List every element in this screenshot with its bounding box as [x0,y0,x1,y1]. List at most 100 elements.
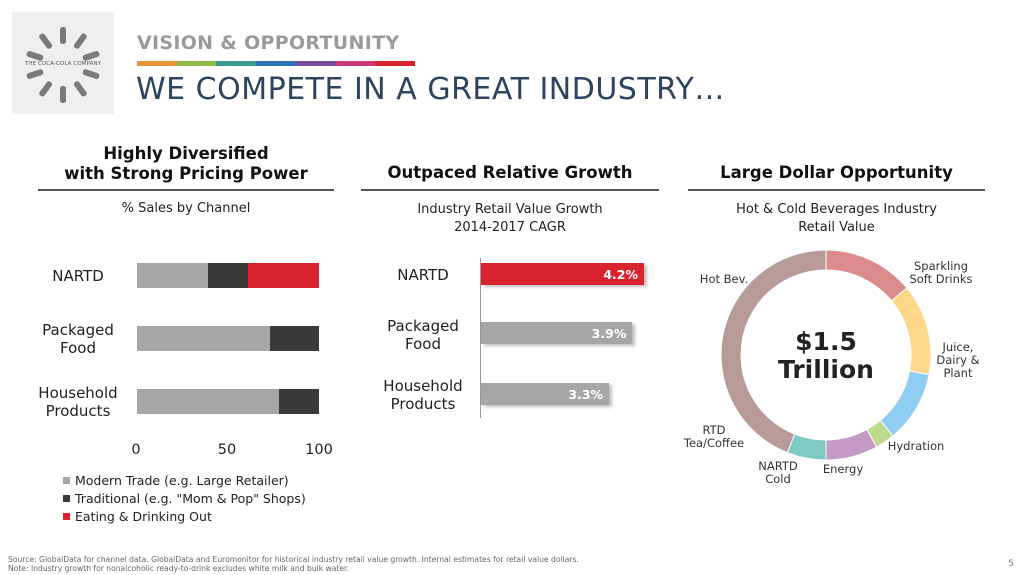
chart-subtitle-line: Retail Value [798,220,875,235]
category-label: Household Products [20,384,136,420]
stripe-segment [375,61,416,66]
donut-slice-label-line: Sparkling [913,259,968,273]
stripe-segment [216,61,257,66]
legend-swatch [63,513,70,520]
donut-slice-label-line: NARTD [758,459,798,473]
donut-slice-label-line: RTD [702,423,726,437]
donut-slice-label-line: Soft Drinks [909,272,973,286]
bottle-shape [26,69,44,79]
bottle-shape [82,69,100,79]
category-label: Packaged Food [20,321,136,357]
section-eyebrow: VISION & OPPORTUNITY [137,32,400,54]
donut-slice-label: Juice, Dairy & Plant [930,341,986,380]
y-axis-line [480,258,481,418]
chart-subtitle: Hot & Cold Beverages Industry Retail Val… [688,201,985,237]
donut-slice-label-line: Hot Bev. [699,272,749,286]
category-label: Household Products [366,377,480,413]
stacked-bar-segment [137,389,279,414]
donut-slice [720,249,827,454]
section-title-line: Large Dollar Opportunity [720,163,953,182]
donut-slice-label-line: Cold [765,472,791,486]
growth-value-label: 3.9% [591,326,627,341]
category-label-line: NARTD [52,267,104,285]
chart-subtitle-line: Industry Retail Value Growth [417,202,603,217]
category-label: NARTD [366,266,480,284]
bottle-shape [73,81,87,97]
legend-label: Modern Trade (e.g. Large Retailer) [75,473,289,488]
bottle-shape [60,86,66,103]
category-label-line: Food [60,339,96,357]
x-tick-label: 100 [305,442,333,458]
growth-value-label: 3.3% [568,387,604,402]
chart-subtitle: % Sales by Channel [121,201,251,216]
category-label-line: Packaged [42,321,114,339]
bottle-shape [39,33,53,49]
chart-subtitle: Industry Retail Value Growth 2014-2017 C… [361,201,659,237]
section-rule [361,189,659,191]
category-label: NARTD [20,267,136,285]
section-title-line: Outpaced Relative Growth [387,163,633,182]
growth-bar [481,322,633,344]
stripe-segment [256,61,296,66]
legend-item: Traditional (e.g. "Mom & Pop" Shops) [63,491,306,506]
section-rule [688,189,985,191]
growth-bar [481,383,610,405]
legend-item: Eating & Drinking Out [63,509,212,524]
growth-bar [481,263,644,285]
x-tick-label: 0 [131,442,141,458]
section-title-line: Highly Diversified [103,144,269,163]
section-title-diversified: Highly Diversified with Strong Pricing P… [38,144,334,184]
footer-source: Source: GlobalData for channel data. Glo… [8,555,579,564]
stripe-segment [335,61,376,66]
category-label-line: NARTD [397,266,449,284]
chart-subtitle-line: Hot & Cold Beverages Industry [736,202,937,217]
stacked-bar-segment [137,263,208,288]
stacked-bar-segment [278,389,319,414]
page-number: 5 [1008,559,1014,569]
stripe-segment [176,61,217,66]
stacked-bar-segment [137,326,270,351]
donut-center-line: $1.5 [795,327,857,356]
bottle-shape [73,33,87,49]
donut-center-line: Trillion [778,355,874,384]
donut-slice-label-line: Dairy & [936,353,980,367]
page-title: WE COMPETE IN A GREAT INDUSTRY… [136,72,725,107]
legend-label: Traditional (e.g. "Mom & Pop" Shops) [75,491,306,506]
donut-slice-label: Hot Bev. [690,273,758,286]
category-label-line: Food [405,335,441,353]
section-rule [38,189,334,191]
bottle-shape [82,51,100,61]
donut-slice-label-line: Hydration [887,439,945,453]
stacked-bar-segment [269,326,319,351]
bottle-burst-icon [26,27,100,103]
bottle-shape [39,81,53,97]
bottle-shape [60,27,66,44]
stacked-bar-segment [207,263,248,288]
category-label-line: Packaged [387,317,459,335]
donut-slice-label: Sparkling Soft Drinks [898,260,984,286]
donut-chart [720,249,932,461]
donut-slice-label: NARTD Cold [748,460,808,486]
color-stripe [137,61,416,66]
category-label-line: Products [390,395,456,413]
donut-slice [825,428,878,461]
donut-slice-label-line: Juice, [942,340,974,354]
donut-slice-label: Energy [814,463,872,476]
logo-text: THE COCA-COLA COMPANY [24,61,102,67]
stacked-bar-segment [248,263,319,288]
stripe-segment [295,61,336,66]
chart-subtitle-line: 2014-2017 CAGR [454,220,566,235]
company-logo: THE COCA-COLA COMPANY [12,12,114,114]
legend-item: Modern Trade (e.g. Large Retailer) [63,473,289,488]
legend-swatch [63,495,70,502]
category-label-line: Products [45,402,111,420]
stripe-segment [137,61,177,66]
donut-slice-label-line: Tea/Coffee [683,436,745,450]
donut-slice [825,249,908,302]
category-label: Packaged Food [366,317,480,353]
legend-swatch [63,477,70,484]
section-title-growth: Outpaced Relative Growth [361,163,659,183]
donut-slice-label: RTD Tea/Coffee [672,424,756,450]
category-label-line: Household [383,377,463,395]
legend-label: Eating & Drinking Out [75,509,212,524]
